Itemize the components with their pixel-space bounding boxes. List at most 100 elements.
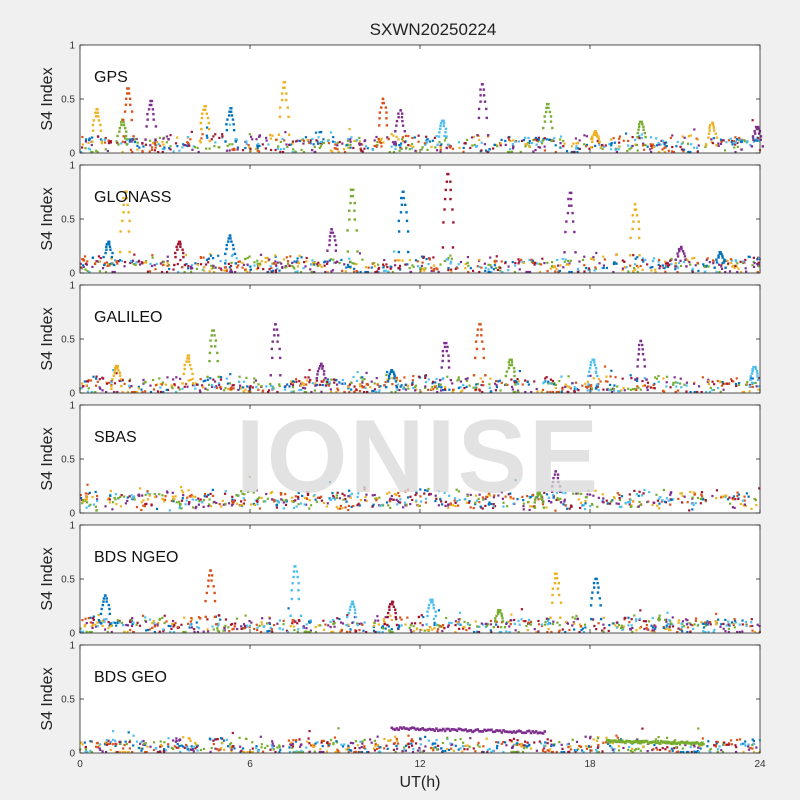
data-point xyxy=(631,144,634,148)
data-point xyxy=(730,261,733,265)
data-point xyxy=(85,380,89,383)
data-point xyxy=(440,386,443,389)
data-point xyxy=(101,139,104,142)
data-point xyxy=(474,750,477,753)
data-point xyxy=(488,383,491,386)
data-point xyxy=(152,619,155,623)
data-point xyxy=(342,148,346,151)
data-point xyxy=(332,630,335,633)
data-point xyxy=(79,262,82,265)
data-point xyxy=(644,258,647,261)
data-point xyxy=(615,621,618,624)
data-point xyxy=(162,629,165,633)
data-point xyxy=(199,141,202,144)
data-point xyxy=(84,140,88,143)
data-point xyxy=(506,383,509,387)
data-point xyxy=(550,260,554,264)
data-point xyxy=(251,747,254,750)
spike-point xyxy=(403,130,406,133)
data-point xyxy=(243,627,247,630)
data-point xyxy=(608,142,611,146)
data-point xyxy=(132,621,135,624)
spike-point xyxy=(380,106,383,109)
data-point xyxy=(256,503,259,506)
data-point xyxy=(269,384,272,387)
data-point xyxy=(638,490,641,493)
spike-point xyxy=(200,116,204,120)
data-point xyxy=(419,267,423,270)
data-point xyxy=(261,750,265,753)
data-point xyxy=(489,629,492,632)
data-point xyxy=(237,380,241,383)
data-point xyxy=(277,501,281,504)
data-point xyxy=(495,143,498,146)
spike-point xyxy=(641,352,645,356)
data-point xyxy=(526,745,529,748)
data-point xyxy=(161,497,164,500)
data-point xyxy=(247,390,250,393)
data-point xyxy=(522,744,525,747)
data-point xyxy=(402,387,405,390)
data-point xyxy=(320,750,323,754)
data-point xyxy=(265,492,268,496)
data-point xyxy=(553,137,556,140)
spike-point xyxy=(559,601,563,604)
data-point xyxy=(474,145,478,148)
spike-point xyxy=(271,340,274,343)
data-point xyxy=(256,497,259,501)
data-point xyxy=(563,260,566,263)
data-point xyxy=(222,629,225,632)
spike-point xyxy=(388,608,391,611)
data-point xyxy=(737,493,741,496)
data-point xyxy=(627,387,630,390)
spike-point xyxy=(122,203,125,207)
data-point xyxy=(564,504,567,507)
data-point xyxy=(476,265,479,268)
data-point xyxy=(283,385,286,389)
data-point xyxy=(651,748,654,752)
data-point xyxy=(713,744,716,747)
data-point xyxy=(719,390,722,394)
data-point xyxy=(643,377,646,380)
spike-point xyxy=(569,197,573,201)
spike-point xyxy=(477,107,481,111)
data-point xyxy=(355,388,358,392)
data-point xyxy=(132,630,135,634)
data-point xyxy=(106,498,110,501)
spike-point xyxy=(553,572,557,575)
data-point xyxy=(381,625,384,628)
y-tick-label: 0.5 xyxy=(61,215,75,226)
data-point xyxy=(274,750,277,754)
data-point xyxy=(359,147,362,150)
spike-point xyxy=(476,134,479,137)
data-point xyxy=(549,378,553,381)
data-point xyxy=(420,390,423,393)
data-point xyxy=(494,261,497,264)
data-point xyxy=(537,140,540,143)
data-point xyxy=(328,381,331,384)
data-point xyxy=(603,627,606,630)
data-point xyxy=(414,149,417,152)
data-point xyxy=(336,507,340,510)
data-point xyxy=(380,504,383,507)
data-point xyxy=(87,616,90,620)
data-point xyxy=(189,378,192,382)
data-point xyxy=(516,389,520,392)
data-point xyxy=(481,380,484,383)
data-point xyxy=(737,384,740,387)
data-point xyxy=(571,616,574,619)
data-point xyxy=(271,262,274,265)
data-point xyxy=(293,267,296,270)
data-point xyxy=(395,384,398,387)
data-point xyxy=(474,503,477,506)
data-point xyxy=(268,268,271,271)
data-point xyxy=(138,263,142,266)
data-point xyxy=(637,505,640,508)
data-point xyxy=(668,749,671,753)
data-point xyxy=(304,390,308,394)
spike-point xyxy=(717,254,720,257)
data-point xyxy=(400,618,403,621)
data-point xyxy=(99,387,102,390)
data-point xyxy=(390,133,393,136)
data-point xyxy=(121,140,124,143)
